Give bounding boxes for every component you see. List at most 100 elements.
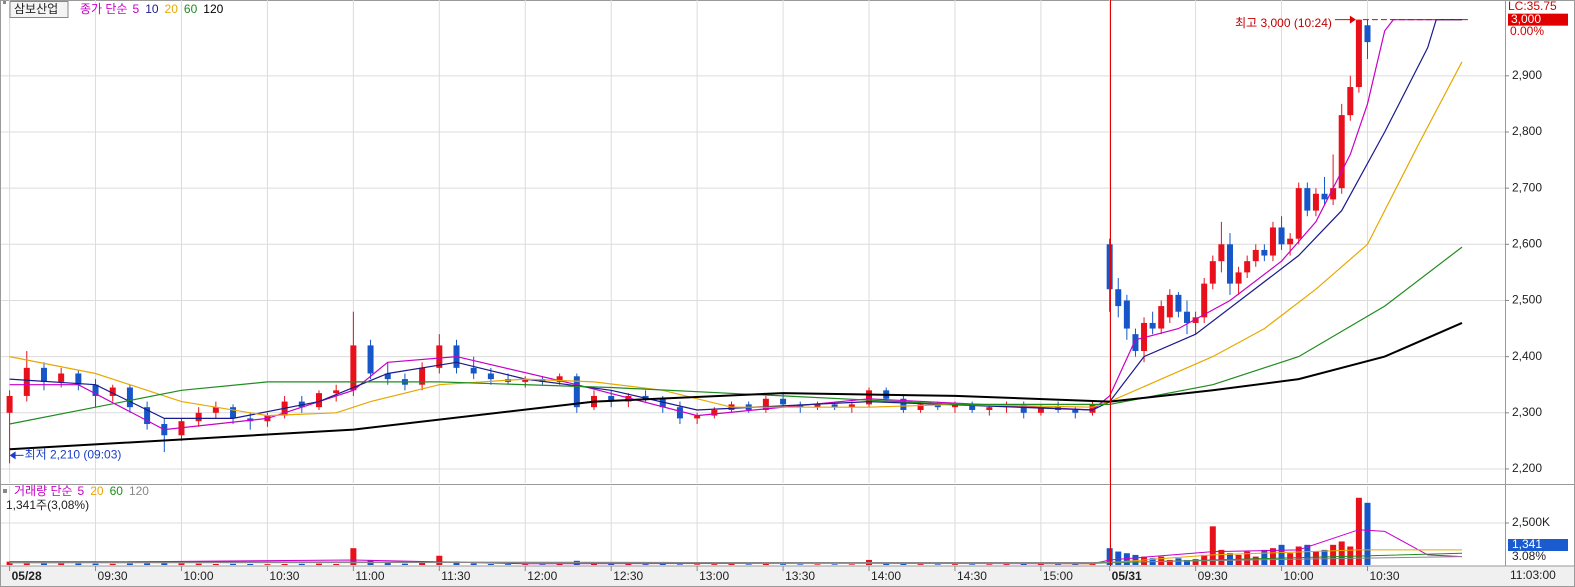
candle-body [1158,306,1165,329]
volume-bar [419,562,426,565]
candle-body [1218,244,1225,262]
title: 삼보산업 [14,2,58,16]
volume-bar [951,564,958,565]
candle-body [625,395,632,402]
candle-body [1278,227,1285,245]
candle-body [333,390,340,394]
legend-entry: 5 [133,2,140,16]
legend-entry: 20 [165,2,179,16]
last-volume: 1,341 [1512,537,1542,551]
candle-body [780,398,787,405]
y-tick-label: 2,200 [1512,461,1542,475]
ma-line [9,19,1462,419]
candle-body [1089,404,1096,413]
volume-bar [591,563,598,565]
y-tick-label: 2,300 [1512,405,1542,419]
candle-body [1184,311,1191,323]
volume-bar [109,563,116,565]
volume-bar [453,561,460,565]
x-tick-label: 14:30 [957,569,987,583]
y-tick-label: 2,800 [1512,124,1542,138]
volume-bar [75,563,82,565]
legend-entry: 60 [110,484,124,498]
volume-bar [969,564,976,565]
volume-bar [814,564,821,565]
volume-bar [1330,544,1337,565]
candle-body [1037,407,1044,413]
candle-body [642,395,649,399]
volume-bar [247,563,254,565]
icon [3,489,7,493]
y-tick-label: 2,400 [1512,349,1542,363]
volume-bar [694,564,701,565]
candle-body [58,373,65,382]
last-price-box [1508,13,1568,26]
x-tick-label: 15:00 [1043,569,1073,583]
low-label: 최저 2,210 (09:03) [25,448,122,462]
volume-pct: 3.08% [1512,549,1546,563]
volume-bar [23,562,30,565]
volume-bar [126,563,133,565]
volume-bar [1132,554,1139,565]
candle-body [1330,188,1337,200]
x-tick-label: 12:00 [527,569,557,583]
volume-bar [1123,553,1130,565]
volume-bar [1115,551,1122,565]
candle-body [1149,322,1156,329]
volume-bar [1218,549,1225,565]
ma-line [9,556,1463,563]
candle-body [1364,25,1371,43]
y-tick-label: 2,500 [1512,293,1542,307]
candle-body [1226,244,1233,284]
volume-bar [195,563,202,565]
labels: 삼보산업 종가 단순 거래량 단순 1,341주(3,08%) LC:35.75… [3,0,1568,583]
candle-body [1347,87,1354,116]
candle-body [762,398,769,410]
volume-bar [401,563,408,565]
volume-bar [625,563,632,565]
volume-bar [1020,563,1027,565]
volume-bar [848,564,855,565]
volume-bar [1338,541,1345,565]
high-label: 최고 3,000 (10:24) [1235,16,1332,30]
x-tick-label: 09:30 [98,569,128,583]
candle-body [1123,300,1130,329]
candle-body [1192,317,1199,323]
volume-bar [487,563,494,565]
candle-body [75,373,82,385]
x-tick-label: 13:00 [699,569,729,583]
arrow-head [9,451,16,460]
legend-entry: 20 [90,484,104,498]
candle-body [917,404,924,410]
volume-bar [1364,502,1371,565]
candle-body [23,367,30,396]
y-tick-label: 2,500K [1512,515,1550,529]
candle-body [676,407,683,419]
clock: 11:03:00 [1510,568,1556,582]
candle-body [969,404,976,410]
candle-body [350,345,357,391]
candle-body [367,345,374,374]
volume-bar [676,564,683,565]
candle-body [1312,193,1319,211]
lc-label: LC:35.75 [1508,0,1557,13]
candle-body [848,404,855,408]
candle-body [934,404,941,408]
candle-body [1295,188,1302,239]
title-box[interactable] [9,1,69,18]
candle-body [522,379,529,382]
ma-line [9,246,1463,425]
x-tick-label: 11:30 [441,569,470,583]
volume-bar [642,564,649,565]
candle-body [608,395,615,402]
volume-bar [1304,544,1311,565]
x-tick-label: 14:00 [871,569,901,583]
volume-bar [1072,563,1079,565]
volume-bar [1192,559,1199,565]
volume-bar [728,563,735,565]
volume-bar [1166,559,1173,565]
volume-bar [315,563,322,565]
x-tick-label: 10:00 [1284,569,1314,583]
volume-bar [1175,558,1182,565]
